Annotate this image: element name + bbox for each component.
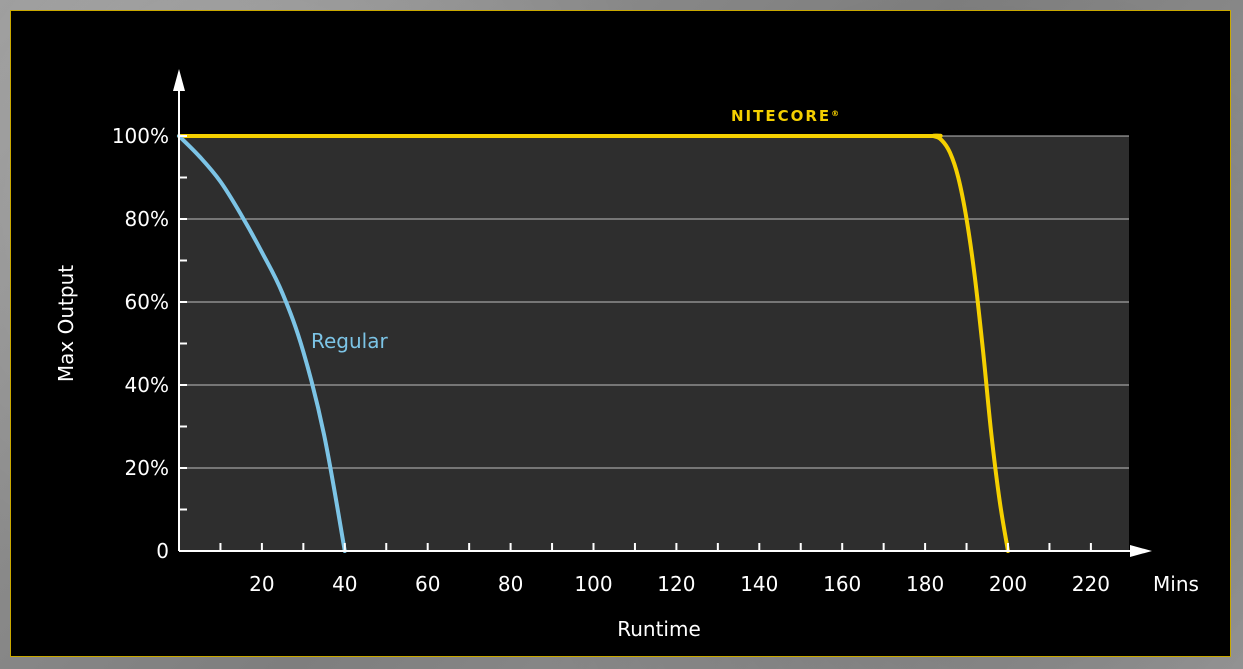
x-tick-label-200: 200: [989, 572, 1027, 596]
x-tick-label-60: 60: [415, 572, 440, 596]
y-tick-label-60: 60%: [125, 290, 169, 314]
series-label-nitecore: NITECORE®: [731, 107, 841, 125]
chart-frame: 20 40 60 80 100 120 140 160 180 200 220 0 20% 40% 60% 8…: [10, 10, 1231, 657]
axes: [173, 69, 1152, 557]
runtime-chart: 20 40 60 80 100 120 140 160 180 200 220 0 20% 40% 60% 8…: [54, 69, 1199, 641]
series-group: [177, 133, 1010, 553]
x-axis-title: Runtime: [617, 617, 701, 641]
x-tick-label-160: 160: [823, 572, 861, 596]
gridlines: [179, 135, 1129, 469]
series-label-regular: Regular: [311, 329, 388, 353]
x-tick-label-100: 100: [574, 572, 612, 596]
y-tick-label-20: 20%: [125, 456, 169, 480]
plot-background: [179, 136, 1129, 551]
y-axis-title: Max Output: [54, 265, 78, 382]
series-line-regular: [177, 134, 347, 553]
y-tick-label-100: 100%: [112, 124, 169, 148]
x-tick-label-20: 20: [249, 572, 274, 596]
ticks: [179, 135, 1092, 551]
y-tick-label-80: 80%: [125, 207, 169, 231]
tick-labels: 20 40 60 80 100 120 140 160 180 200 220 0 20% 40% 60% 8…: [112, 124, 1110, 596]
series-line-nitecore: [177, 133, 1010, 553]
x-axis-arrow: [1130, 545, 1152, 557]
y-tick-label-0: 0: [156, 539, 169, 563]
x-tick-label-220: 220: [1072, 572, 1110, 596]
x-tick-label-180: 180: [906, 572, 944, 596]
x-tick-label-40: 40: [332, 572, 357, 596]
x-tick-label-80: 80: [498, 572, 523, 596]
y-axis-arrow: [173, 69, 185, 91]
x-axis-unit-label: Mins: [1153, 572, 1199, 596]
y-tick-label-40: 40%: [125, 373, 169, 397]
brand-name: NITECORE: [731, 107, 831, 125]
x-tick-label-140: 140: [740, 572, 778, 596]
x-tick-label-120: 120: [657, 572, 695, 596]
trademark-symbol: ®: [831, 109, 841, 118]
